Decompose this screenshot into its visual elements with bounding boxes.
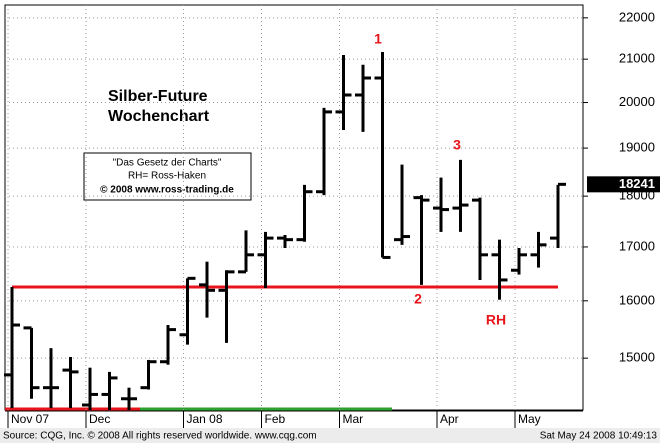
footer-bar: [0, 428, 660, 443]
annotation: RH: [486, 312, 506, 328]
x-tick-label: Dec: [89, 412, 110, 426]
annotation: 2: [414, 291, 422, 307]
y-tick-label: 19000: [619, 140, 655, 155]
last-price-box: [587, 176, 660, 193]
note: RH= Ross-Haken: [128, 171, 206, 182]
footer-source: Source: CQG, Inc. © 2008 All rights rese…: [3, 431, 317, 442]
note: "Das Gesetz der Charts": [113, 158, 222, 169]
x-tick-label: Mar: [343, 412, 364, 426]
last-price-label: 18241: [619, 176, 655, 191]
footer-date: Sat May 24 2008 10:49:13: [540, 431, 658, 442]
chart-title: Silber-Future: [108, 88, 208, 105]
y-tick-label: 15000: [619, 350, 655, 365]
x-tick-label: Apr: [440, 412, 459, 426]
y-tick-label: 16000: [619, 292, 655, 307]
y-tick-label: 22000: [619, 9, 655, 24]
x-tick-label: Feb: [265, 412, 286, 426]
x-tick-label: Nov 07: [11, 412, 49, 426]
x-tick-label: May: [518, 412, 541, 426]
annotation: 1: [374, 31, 382, 47]
y-tick-label: 17000: [619, 238, 655, 253]
chart-subtitle: Wochenchart: [108, 108, 210, 125]
annotation: 3: [453, 137, 461, 153]
note: © 2008 www.ross-trading.de: [100, 185, 234, 196]
x-tick-label: Jan 08: [187, 412, 223, 426]
y-tick-label: 21000: [619, 51, 655, 66]
y-tick-label: 20000: [619, 94, 655, 109]
note-box: [83, 152, 252, 201]
